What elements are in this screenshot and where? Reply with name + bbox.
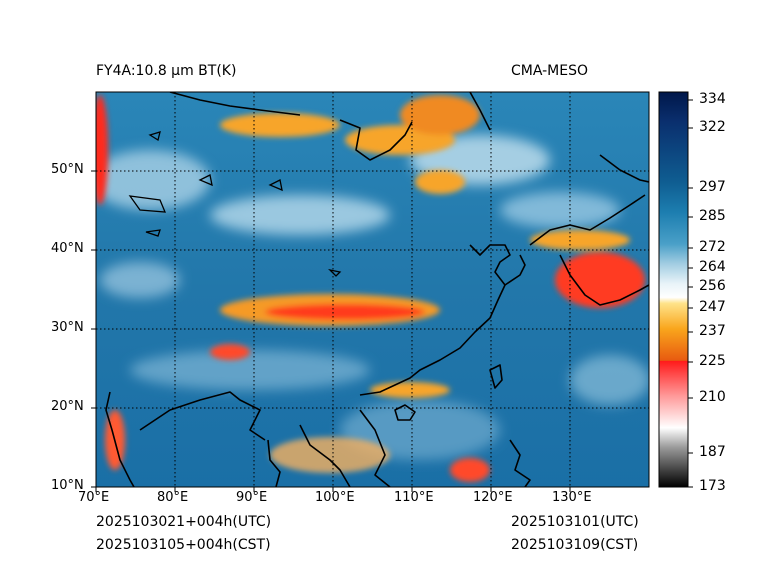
graticule (96, 92, 649, 487)
lat-tick-label: 40°N (51, 241, 84, 256)
colorbar (658, 91, 689, 488)
init-time-cst: 2025103105+004h(CST) (96, 537, 271, 553)
colorbar-tick-label: 285 (699, 208, 726, 224)
lat-tick-label: 20°N (51, 399, 84, 414)
lon-tick-label: 100°E (315, 490, 355, 505)
colorbar-tick-label: 173 (699, 478, 726, 494)
lon-tick-label: 110°E (394, 490, 434, 505)
colorbar-tick-label: 187 (699, 444, 726, 460)
cold-cloud-tops (96, 95, 645, 482)
colorbar-tick-label: 210 (699, 389, 726, 405)
colorbar-tick-label: 297 (699, 179, 726, 195)
colorbar-tick-label: 225 (699, 353, 726, 369)
colorbar-tick-label: 247 (699, 299, 726, 315)
colorbar-tick-label: 256 (699, 278, 726, 294)
lon-tick-label: 80°E (157, 490, 189, 505)
map-frame (95, 91, 650, 488)
lon-tick-label: 90°E (236, 490, 268, 505)
lon-tick-label: 130°E (552, 490, 592, 505)
colorbar-tick-label: 334 (699, 91, 726, 107)
valid-time-utc: 2025103101(UTC) (511, 514, 639, 530)
lon-tick-label: 120°E (473, 490, 513, 505)
colorbar-tick-label: 237 (699, 323, 726, 339)
lat-tick-label: 10°N (51, 478, 84, 493)
lakes (128, 131, 342, 277)
colorbar-tick-label: 272 (699, 239, 726, 255)
colorbar-tick-label: 264 (699, 259, 726, 275)
axis-ticks (91, 170, 571, 492)
cloud-field (96, 135, 649, 460)
plot-title: FY4A:10.8 µm BT(K) (96, 63, 237, 79)
lat-tick-label: 50°N (51, 162, 84, 177)
valid-time-cst: 2025103109(CST) (511, 537, 639, 553)
lat-tick-label: 30°N (51, 320, 84, 335)
colorbar-ticks (688, 99, 693, 488)
colorbar-tick-label: 322 (699, 119, 726, 135)
lon-tick-label: 70°E (78, 490, 110, 505)
model-title: CMA-MESO (511, 63, 589, 79)
map-panel (96, 92, 649, 487)
init-time-utc: 2025103021+004h(UTC) (96, 514, 272, 530)
